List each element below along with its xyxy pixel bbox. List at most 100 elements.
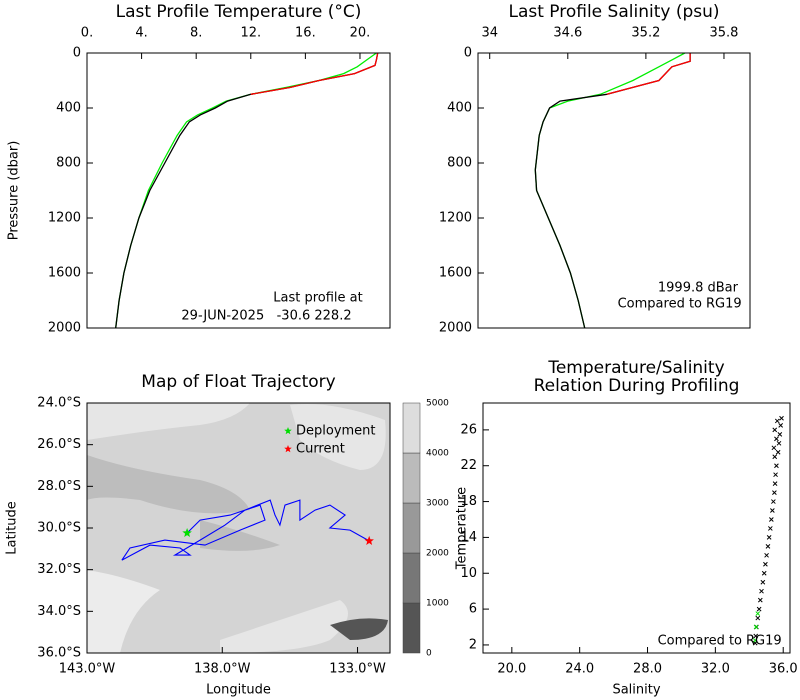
profile-line — [606, 53, 691, 95]
y-tick-label: 1600 — [48, 266, 81, 281]
scatter-point — [765, 544, 771, 549]
y-tick-label: 22 — [460, 458, 477, 473]
scatter-point — [760, 579, 766, 585]
plot-area — [483, 403, 790, 653]
trajectory — [121, 499, 370, 561]
scatter-point — [773, 472, 778, 478]
colorbar-segment — [402, 552, 421, 604]
y-tick-label: 1200 — [439, 211, 472, 226]
scatter-point — [756, 606, 762, 612]
annotation: Compared to — [658, 634, 742, 649]
colorbar-tick-label: 2000 — [426, 549, 449, 559]
y-tick-label: 800 — [56, 156, 81, 171]
x-tick-label: 34 — [481, 26, 498, 41]
annotation: 1999.8 dBar — [658, 281, 739, 296]
colorbar-segment — [402, 402, 421, 454]
chart-title: Last Profile Salinity (psu) — [508, 2, 719, 22]
chart-title: Last Profile Temperature (°C) — [116, 2, 362, 22]
scatter-point — [764, 552, 769, 558]
y-tick-label: 30.0°S — [37, 521, 81, 536]
x-tick-label: 35.2 — [631, 26, 660, 41]
y-tick-label: 1200 — [48, 211, 81, 226]
scatter-point — [759, 588, 764, 594]
x-axis-label: Salinity — [612, 683, 660, 698]
scatter-point — [755, 615, 761, 621]
scatter-point — [772, 481, 778, 486]
x-tick-label: 16. — [295, 26, 316, 41]
scatter-point — [753, 624, 759, 630]
colorbar-segment — [402, 602, 421, 654]
x-tick-label: 8. — [190, 26, 202, 41]
reference-label: RG19 — [706, 297, 742, 312]
annotation: 29-JUN-2025 -30.6 228.2 — [181, 309, 351, 324]
y-tick-label: 0 — [464, 46, 472, 61]
x-tick-label: 4. — [135, 26, 147, 41]
colorbar-tick-label: 1000 — [426, 599, 449, 609]
x-tick-label: 0. — [81, 26, 93, 41]
scatter-point — [774, 436, 779, 442]
scatter-point — [755, 611, 761, 616]
colorbar-segment — [402, 502, 421, 554]
y-tick-label: 28.0°S — [37, 479, 81, 494]
scatter-point — [771, 499, 776, 504]
legend-symbol — [284, 427, 292, 435]
x-tick-label: 35.8 — [709, 26, 738, 41]
scatter-point — [774, 463, 779, 469]
scatter-point — [757, 597, 763, 603]
plot-frame — [477, 52, 751, 329]
scatter-point — [777, 432, 783, 437]
x-tick-label: 32.0 — [701, 662, 730, 677]
x-axis-label: Longitude — [206, 683, 271, 698]
y-tick-label: 800 — [447, 156, 472, 171]
y-tick-label: 26 — [460, 422, 477, 437]
y-tick-label: 1600 — [439, 266, 472, 281]
y-tick-label: 36.0°S — [37, 646, 81, 661]
y-tick-label: 24.0°S — [37, 396, 81, 411]
legend-label: Current — [296, 442, 345, 457]
scatter-point — [770, 508, 775, 513]
y-tick-label: 2000 — [48, 321, 81, 336]
position-marker — [364, 535, 374, 545]
plot-frame — [86, 402, 391, 654]
x-tick-label: 20. — [350, 26, 371, 41]
y-axis-label: Latitude — [5, 501, 20, 555]
y-axis-label: Pressure (dbar) — [7, 141, 22, 241]
scatter-point — [763, 561, 768, 567]
y-axis-label: Temperature — [455, 487, 470, 570]
colorbar-tick-label: 0 — [426, 649, 432, 659]
scatter-point — [772, 490, 777, 495]
position-marker — [182, 528, 192, 537]
bathymetry — [87, 403, 390, 653]
x-tick-label: 133.0°W — [329, 662, 386, 677]
y-tick-label: 2 — [469, 637, 477, 652]
y-tick-label: 0 — [73, 46, 81, 61]
scatter-point — [761, 570, 767, 576]
y-tick-label: 6 — [469, 602, 477, 617]
scatter-point — [779, 415, 784, 421]
x-tick-label: 20.0 — [497, 662, 526, 677]
annotation: Compared to — [618, 297, 702, 312]
x-tick-label: 138.0°W — [194, 662, 251, 677]
chart-title: Temperature/Salinity — [547, 358, 724, 378]
x-tick-label: 28.0 — [633, 662, 662, 677]
y-tick-label: 10 — [460, 566, 477, 581]
colorbar-tick-label: 4000 — [426, 449, 449, 459]
x-tick-label: 36.0 — [769, 662, 798, 677]
chart-title: Relation During Profiling — [534, 376, 740, 396]
annotation: Last profile at — [273, 291, 362, 306]
legend-label: Deployment — [296, 424, 376, 439]
x-tick-label: 12. — [240, 26, 261, 41]
profile-line — [250, 52, 379, 95]
x-tick-label: 143.0°W — [59, 662, 116, 677]
y-tick-label: 32.0°S — [37, 562, 81, 577]
scatter-point — [753, 633, 759, 639]
chart-title: Map of Float Trajectory — [141, 372, 335, 392]
y-tick-label: 14 — [460, 530, 477, 545]
scatter-point — [774, 418, 780, 424]
x-tick-label: 34.6 — [553, 26, 582, 41]
scatter-point — [766, 535, 772, 540]
legend-symbol — [284, 445, 292, 453]
scatter-point — [772, 454, 778, 460]
scatter-point — [752, 638, 758, 643]
